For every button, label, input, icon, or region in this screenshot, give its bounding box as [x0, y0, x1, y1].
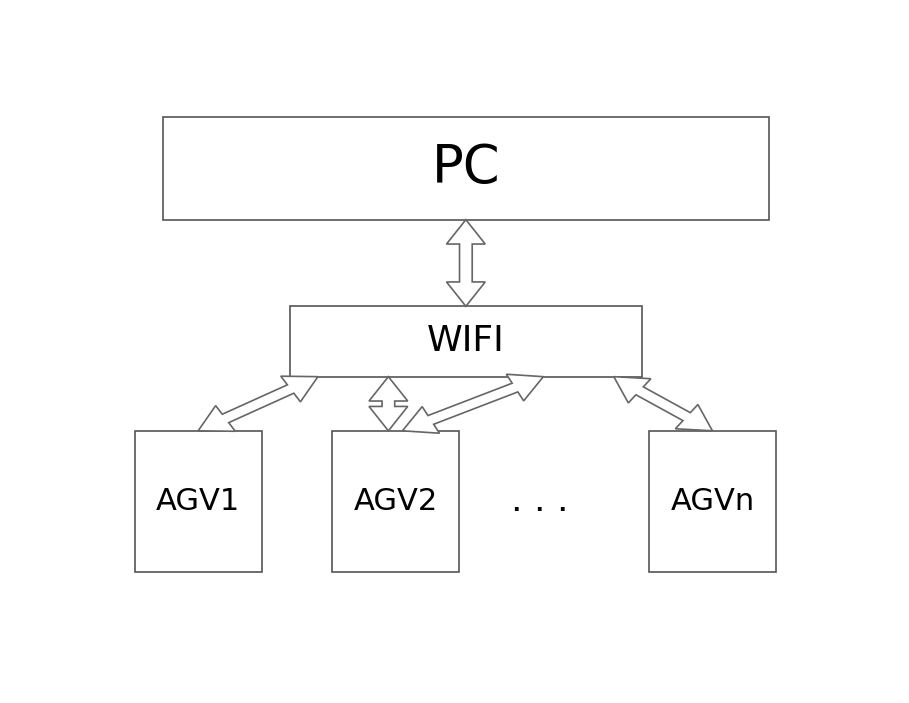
- Polygon shape: [198, 376, 318, 431]
- Bar: [649, 431, 775, 572]
- Text: PC: PC: [432, 142, 500, 194]
- Bar: [332, 431, 459, 572]
- Polygon shape: [369, 377, 408, 431]
- Bar: [163, 117, 769, 219]
- Polygon shape: [614, 377, 713, 431]
- Text: WIFI: WIFI: [427, 325, 504, 359]
- Text: . . .: . . .: [511, 484, 569, 518]
- Text: AGV2: AGV2: [354, 486, 437, 516]
- Text: AGV1: AGV1: [156, 486, 240, 516]
- Bar: [135, 431, 262, 572]
- Polygon shape: [446, 219, 485, 307]
- Bar: [290, 307, 642, 377]
- Polygon shape: [403, 374, 544, 433]
- Text: AGVn: AGVn: [670, 486, 754, 516]
